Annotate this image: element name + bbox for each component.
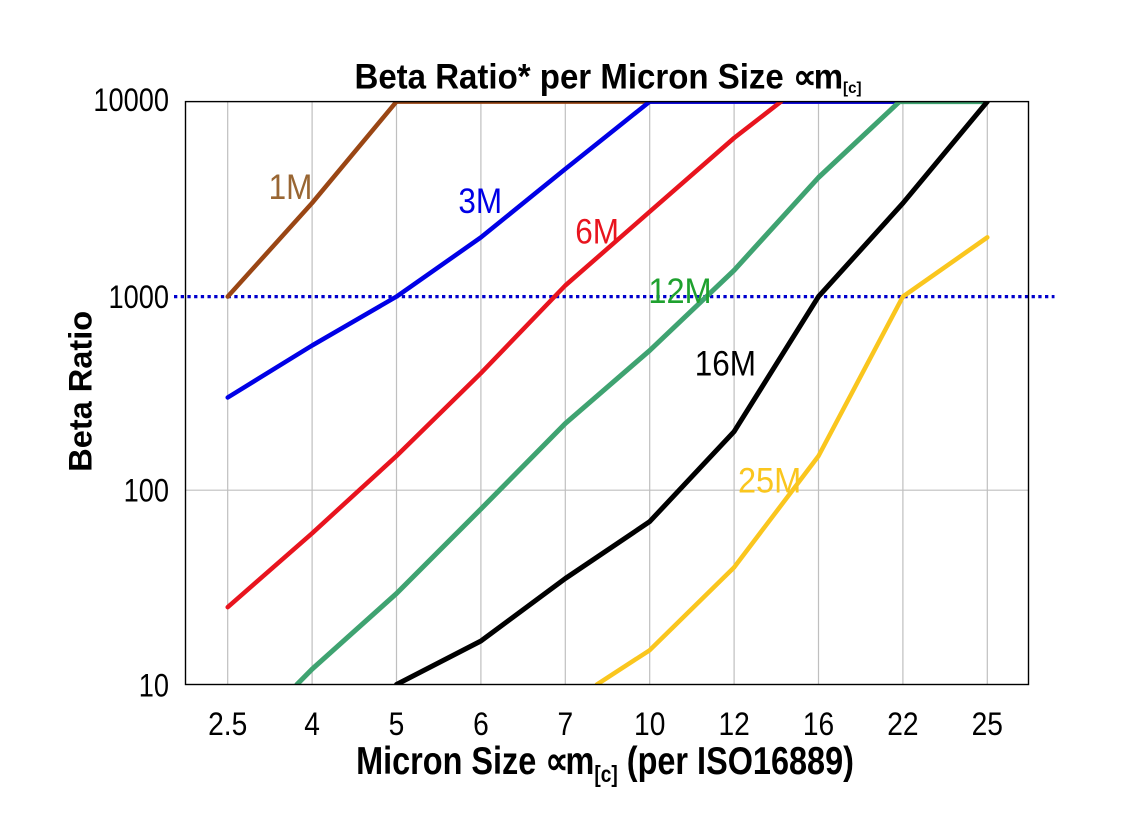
svg-text:12M: 12M — [648, 272, 711, 311]
svg-text:10: 10 — [139, 668, 169, 704]
svg-text:22: 22 — [887, 708, 918, 743]
svg-text:6M: 6M — [575, 213, 619, 252]
svg-text:16M: 16M — [695, 345, 756, 384]
svg-text:5: 5 — [389, 708, 405, 743]
svg-text:6: 6 — [473, 708, 489, 743]
svg-text:Beta Ratio* per Micron Size ∝m: Beta Ratio* per Micron Size ∝m[c] — [354, 58, 861, 97]
svg-text:Beta Ratio: Beta Ratio — [63, 311, 99, 472]
svg-text:7: 7 — [557, 708, 573, 743]
svg-text:10000: 10000 — [93, 83, 169, 119]
svg-text:10: 10 — [634, 708, 665, 743]
svg-text:Micron Size ∝m[c] (per ISO1688: Micron Size ∝m[c] (per ISO16889) — [356, 739, 854, 787]
svg-text:2.5: 2.5 — [208, 708, 247, 743]
svg-text:4: 4 — [304, 708, 320, 743]
svg-text:25M: 25M — [738, 462, 801, 501]
svg-text:25: 25 — [972, 708, 1003, 743]
svg-text:16: 16 — [803, 708, 834, 743]
svg-text:1000: 1000 — [109, 280, 169, 316]
svg-text:3M: 3M — [458, 183, 502, 222]
svg-text:1M: 1M — [269, 169, 313, 208]
svg-text:12: 12 — [718, 708, 749, 743]
svg-text:100: 100 — [124, 474, 169, 510]
